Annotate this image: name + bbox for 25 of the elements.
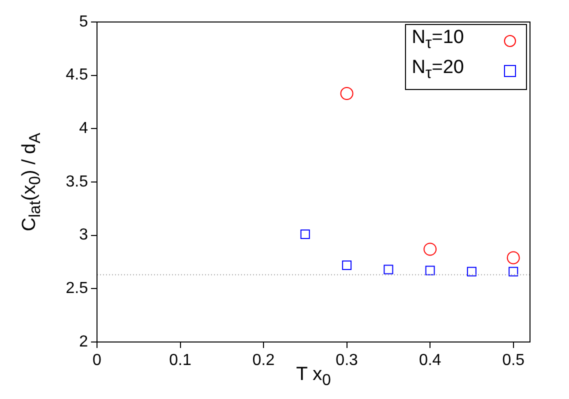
x-tick-label: 0.4 [418,352,442,370]
point [300,230,310,240]
legend-label: N$_{τ}$=10 [412,26,464,54]
point [506,251,520,264]
x-axis-title: T x$_{0}$ [296,364,331,389]
x-tick-label: 0.5 [502,352,525,370]
x-tick-label: 0.1 [169,352,192,370]
point [342,260,352,270]
y-tick-label: 2.5 [66,280,88,298]
legend-label: N$_{τ}$=20 [412,56,464,84]
x-tick-label: 0 [92,352,102,370]
y-tick-label: 4.5 [66,66,88,84]
y-tick-label: 3.5 [66,173,88,190]
y-tick-label: 2 [79,333,88,350]
y-tick-label: 5 [79,13,88,30]
point [466,266,476,276]
x-tick-label: 0.2 [252,352,275,370]
point [340,86,354,100]
x-tick-label: 0.3 [336,352,358,370]
point [425,266,435,276]
point [424,242,437,256]
point [384,264,394,274]
y-tick-label: 3 [79,226,88,244]
point [508,266,518,276]
y-tick-label: 4 [79,120,88,138]
